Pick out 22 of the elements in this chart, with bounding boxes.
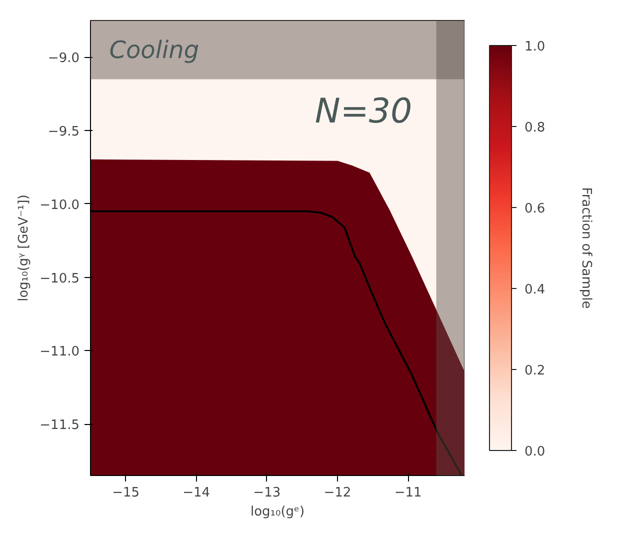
y-axis-title: log₁₀(gᵞ [GeV⁻¹]) [16,194,32,302]
y-tick-label: −9.0 [48,51,80,66]
y-tick-label: −11.0 [40,344,80,360]
band-label: Cooling [109,36,200,64]
x-tick-label: −13 [253,486,281,500]
annotation: N=30 [314,92,412,132]
x-tick-label: −12 [324,486,352,500]
y-tick-label: −11.5 [40,418,80,434]
color-bar-title: Fraction of Sample [578,187,594,309]
y-tick-label: −10.5 [40,271,80,286]
x-tick-label: −15 [112,486,140,500]
x-tick-label: −14 [182,486,210,500]
color-bar-label: 0.2 [524,364,546,378]
color-bar-label: 0.0 [524,444,546,460]
x-axis-title: log₁₀(gᵉ) [250,504,305,520]
color-bar-label: 0.6 [524,202,546,216]
y-tick-label: −9.5 [48,124,80,140]
color-bar-label: 1.0 [524,40,546,54]
color-bar-label: 0.4 [524,282,546,298]
y-tick-label: −10.0 [40,198,80,213]
x-tick-label: −11 [394,486,422,500]
color-bar-label: 0.8 [524,120,546,136]
